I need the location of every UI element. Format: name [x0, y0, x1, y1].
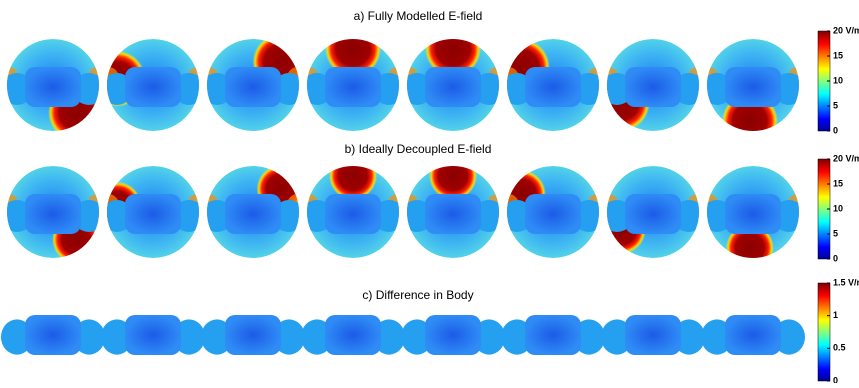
body-torso [425, 194, 481, 234]
field-disk [197, 34, 309, 131]
colorbar-tick-label: 5 [833, 228, 838, 238]
field-map [0, 166, 109, 264]
hotspot [429, 152, 477, 200]
colorbar-tick-label: 15 [833, 50, 843, 60]
colorbar-tick-label: 15 [833, 178, 843, 188]
body-map [401, 315, 505, 355]
field-map [594, 39, 709, 131]
field-map [497, 166, 609, 258]
body-torso [625, 194, 681, 234]
field-disk [197, 165, 309, 258]
colorbar-tick-label: 0 [833, 125, 838, 135]
field-map [197, 34, 309, 131]
field-map [0, 39, 109, 141]
body-torso [225, 67, 281, 107]
colorbar [818, 283, 830, 381]
colorbar-tick-label: 20 V/m [833, 153, 859, 163]
body-map [701, 315, 805, 355]
body-torso [725, 315, 781, 355]
colorbar-tick-label: 0.5 [833, 343, 846, 353]
body-map [1, 315, 105, 355]
panel-title: a) Fully Modelled E-field [354, 9, 483, 23]
colorbar-tick-label: 10 [833, 203, 843, 213]
body-torso [25, 315, 81, 355]
body-map [501, 315, 605, 355]
field-disk [94, 166, 209, 258]
field-disk [597, 166, 709, 258]
field-disk [494, 39, 609, 131]
colorbar-tick-label: 20 V/m [833, 25, 859, 35]
colorbar-tick-label: 0 [833, 253, 838, 263]
body-map [301, 315, 405, 355]
colorbar-tick-label: 0 [833, 375, 838, 383]
body-torso [125, 194, 181, 234]
field-disk [497, 166, 609, 258]
colorbar-tick-label: 5 [833, 100, 838, 110]
body-torso [725, 67, 781, 107]
body-torso [525, 67, 581, 107]
field-map [297, 152, 409, 258]
colorbar-tick-label: 10 [833, 75, 843, 85]
body-map [601, 315, 705, 355]
panel-title: c) Difference in Body [362, 288, 473, 302]
field-map [697, 39, 809, 149]
body-torso [525, 315, 581, 355]
field-map [494, 39, 609, 131]
body-torso [325, 194, 381, 234]
body-map [201, 315, 305, 355]
field-disk [697, 39, 809, 149]
body-torso [625, 315, 681, 355]
body-torso [225, 194, 281, 234]
body-torso [325, 67, 381, 107]
hotspot [329, 152, 377, 200]
body-torso [225, 315, 281, 355]
field-disk [397, 152, 509, 258]
field-disk [90, 39, 209, 131]
field-map [94, 166, 209, 258]
field-map [297, 21, 409, 131]
field-map [397, 152, 509, 258]
field-disk [0, 39, 109, 141]
figure: a) Fully Modelled E-field20 V/m151050b) … [0, 0, 859, 383]
body-map [101, 315, 205, 355]
body-torso [25, 67, 81, 107]
field-disk [594, 39, 709, 131]
panel-title: b) Ideally Decoupled E-field [345, 142, 492, 156]
field-disk [397, 21, 509, 131]
body-torso [125, 315, 181, 355]
body-torso [125, 67, 181, 107]
field-map [697, 166, 809, 272]
field-disk [697, 166, 809, 272]
field-map [90, 39, 209, 131]
body-torso [425, 67, 481, 107]
body-torso [725, 194, 781, 234]
field-map [397, 21, 509, 131]
body-torso [625, 67, 681, 107]
field-disk [0, 166, 109, 264]
colorbar-tick-label: 1 [833, 310, 838, 320]
field-disk [297, 152, 409, 258]
field-map [197, 165, 309, 258]
body-torso [525, 194, 581, 234]
body-torso [325, 315, 381, 355]
field-disk [297, 21, 409, 131]
field-map [597, 166, 709, 258]
colorbar-tick-label: 1.5 V/m [833, 277, 859, 287]
body-torso [25, 194, 81, 234]
body-torso [425, 315, 481, 355]
